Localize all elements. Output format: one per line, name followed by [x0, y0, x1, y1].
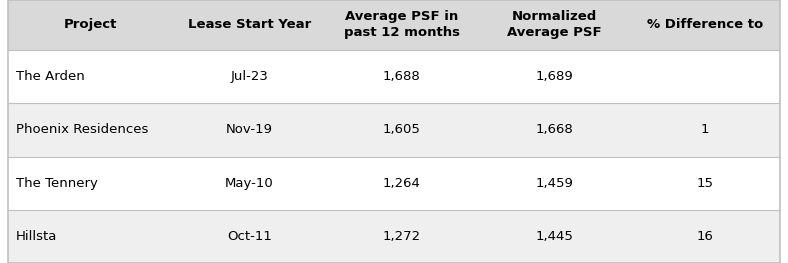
Text: Normalized
Average PSF: Normalized Average PSF — [507, 11, 601, 39]
Text: The Arden: The Arden — [16, 70, 84, 83]
Text: Project: Project — [64, 18, 117, 32]
Text: 1,689: 1,689 — [535, 70, 573, 83]
Bar — [8, 50, 780, 103]
Text: 1,688: 1,688 — [383, 70, 421, 83]
Text: 1,459: 1,459 — [535, 177, 573, 190]
Bar — [8, 210, 780, 263]
Text: % Difference to: % Difference to — [647, 18, 763, 32]
Text: Hillsta: Hillsta — [16, 230, 57, 243]
Text: 1: 1 — [701, 123, 709, 136]
Text: 1,605: 1,605 — [383, 123, 421, 136]
Text: 16: 16 — [697, 230, 713, 243]
Text: Phoenix Residences: Phoenix Residences — [16, 123, 148, 136]
Text: 1,264: 1,264 — [383, 177, 421, 190]
Text: 1,272: 1,272 — [383, 230, 421, 243]
Text: 15: 15 — [697, 177, 713, 190]
Text: The Tennery: The Tennery — [16, 177, 98, 190]
Text: Lease Start Year: Lease Start Year — [188, 18, 310, 32]
Text: Jul-23: Jul-23 — [230, 70, 268, 83]
Text: May-10: May-10 — [225, 177, 273, 190]
Text: Average PSF in
past 12 months: Average PSF in past 12 months — [344, 11, 459, 39]
Bar — [8, 103, 780, 156]
Bar — [8, 156, 780, 210]
Text: 1,445: 1,445 — [535, 230, 573, 243]
Text: Oct-11: Oct-11 — [227, 230, 272, 243]
Text: 1,668: 1,668 — [535, 123, 573, 136]
Text: Nov-19: Nov-19 — [225, 123, 273, 136]
Bar — [8, 0, 780, 50]
